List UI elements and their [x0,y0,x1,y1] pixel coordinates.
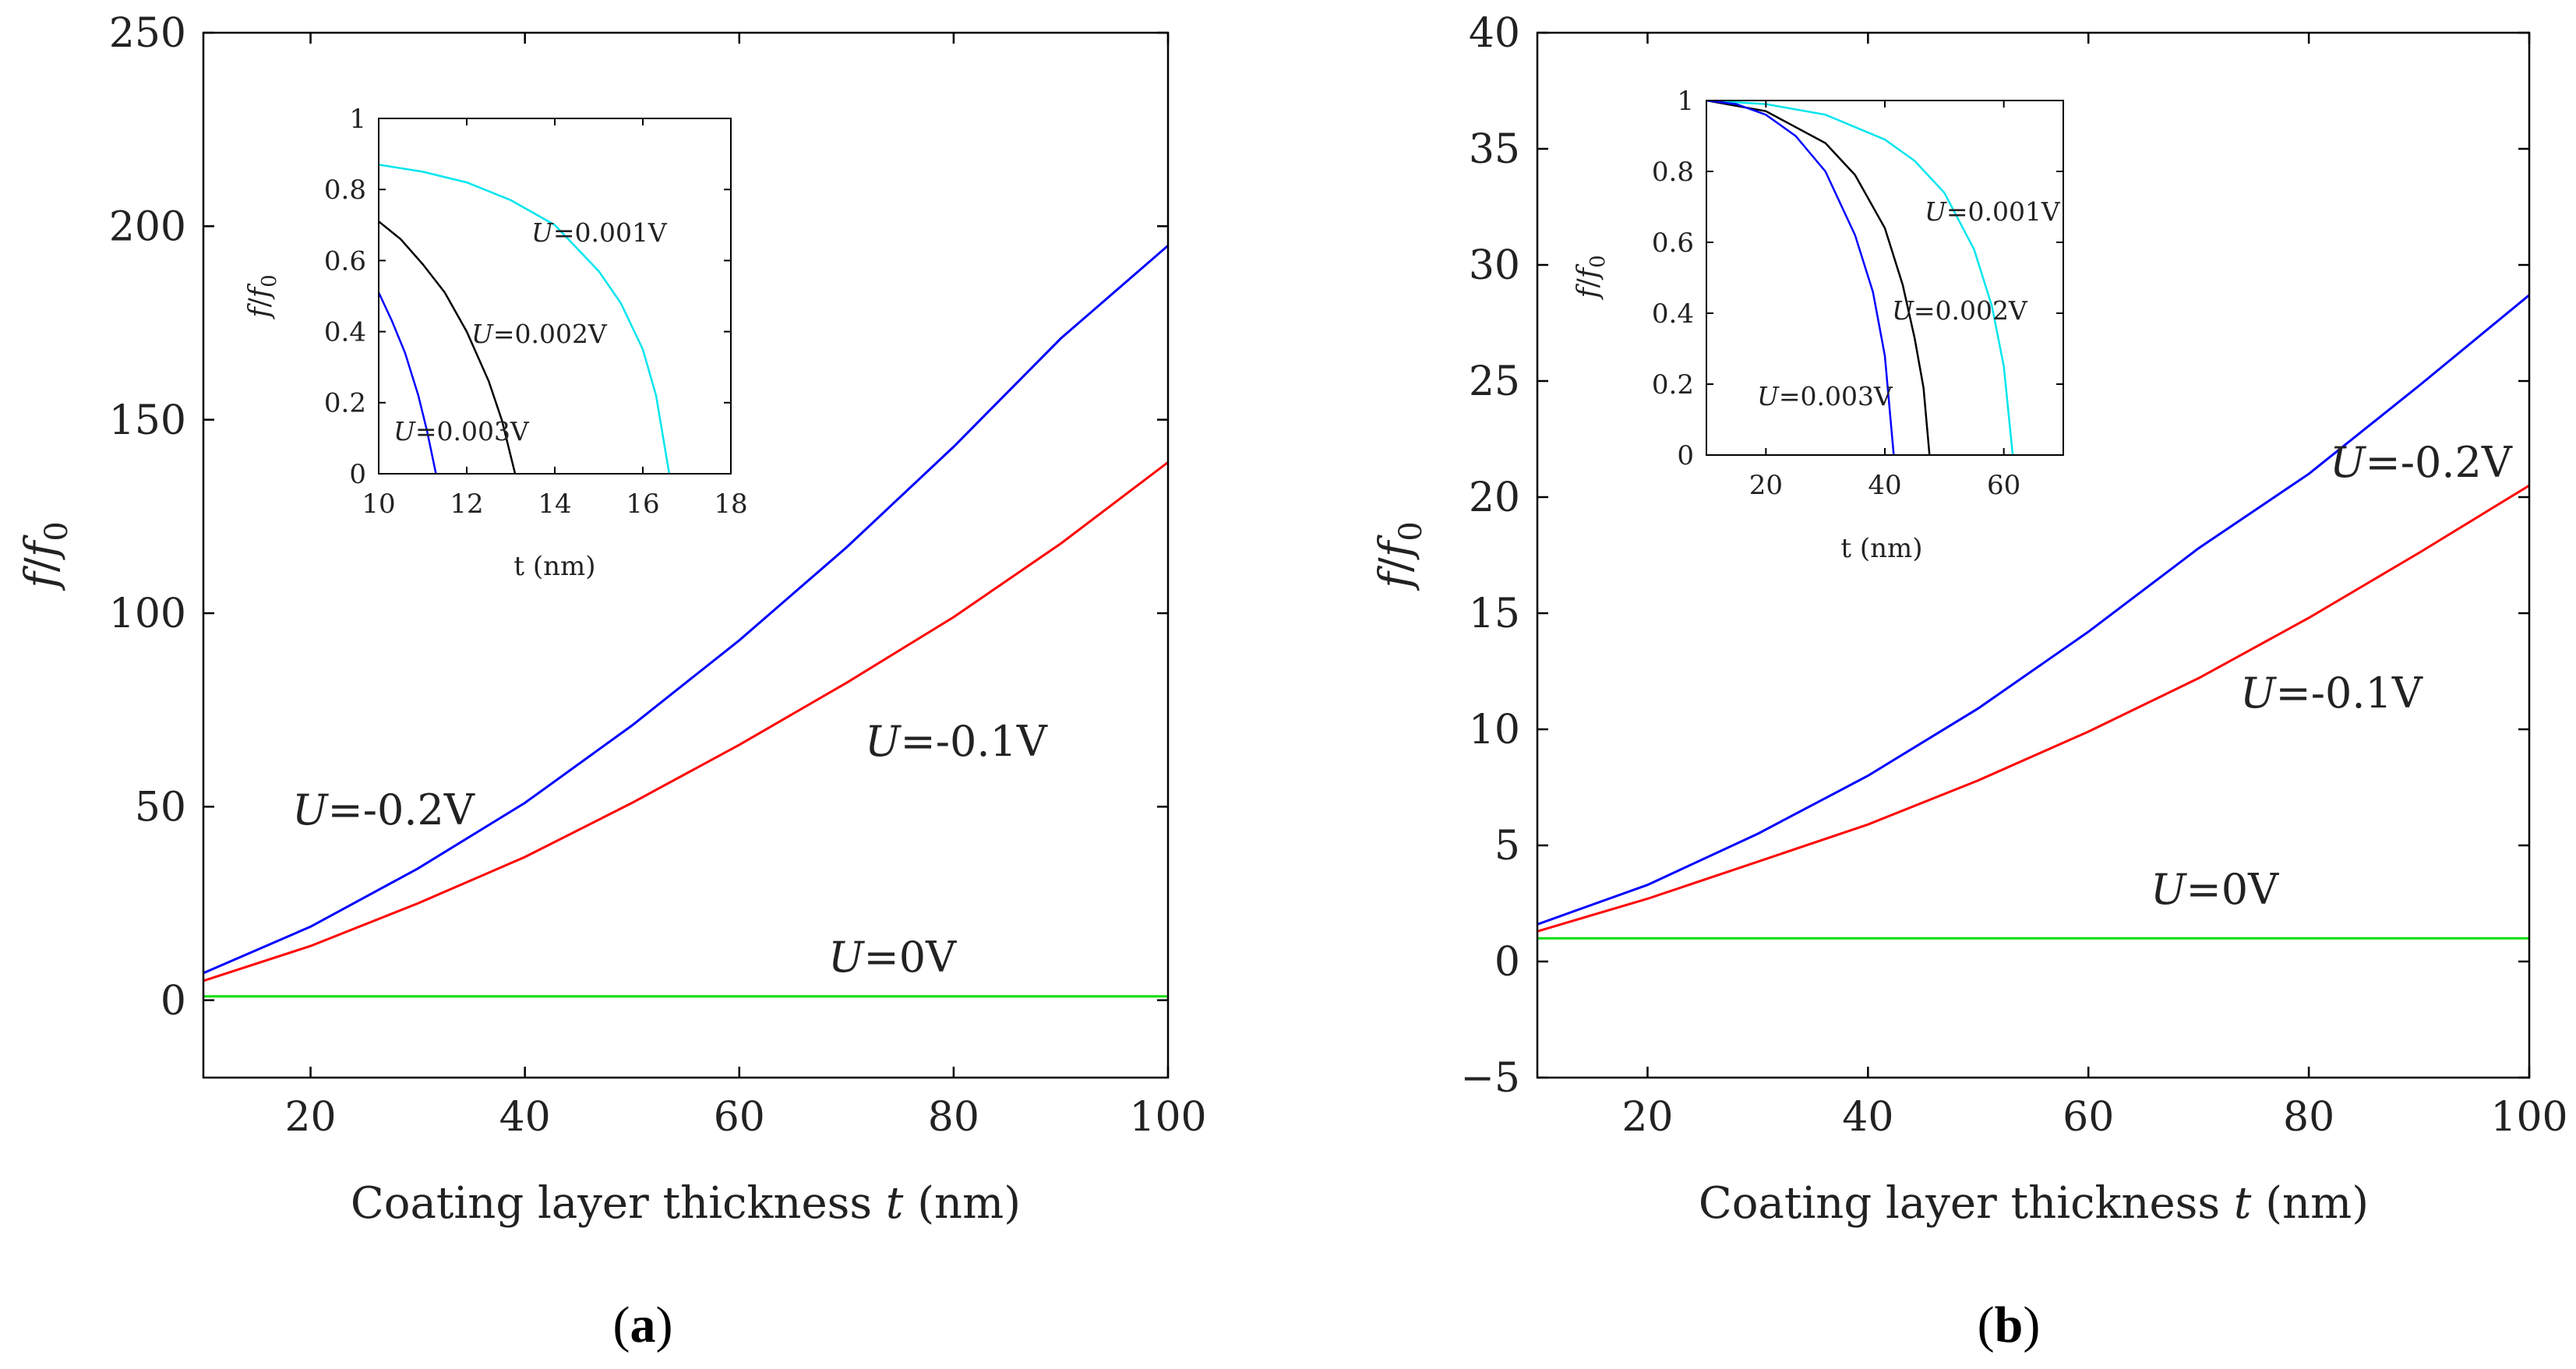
chart-a-xtick-label-5: 100 [1129,1094,1206,1141]
chart-a-annotation-2: U=-0.1V [865,717,1048,766]
chart-b-annotation-2: U=-0.1V [2240,669,2423,718]
chart-b-xtick-label-4: 80 [2283,1094,2334,1141]
chart-b-ytick-label-7: 25 [1469,358,1520,405]
chart-b-inset-series-line-3 [1706,101,1895,455]
chart-a-series-line-2 [203,461,1168,983]
chart-a-ylabel-text: f/f0 [16,521,75,591]
chart-a-inset-xtick-label-1: 10 [362,489,395,520]
chart-b-series [1537,294,2529,940]
chart-b-ytick-label-4: 10 [1469,707,1520,753]
chart-a-series-line-1 [203,245,1168,975]
chart-b-inset-ylabel: f/f0 [1572,255,1610,300]
chart-b-xtick-label-3: 60 [2063,1094,2114,1141]
chart-a-ytick-label-1: 0 [161,978,186,1025]
chart-a-ytick-label-4: 150 [109,397,186,444]
chart-a-inset-ytick-label-3: 0.4 [324,317,366,348]
chart-b-inset-annotation-2: U=0.002V [1892,295,2028,326]
chart-b-xtick-label-2: 40 [1842,1094,1893,1141]
chart-b-series-line-1 [1537,294,2529,926]
chart-a-inset-ylabel-text: f/f0 [244,274,281,319]
chart-b-ytick-label-5: 15 [1469,591,1520,637]
chart-b-inset-series-line-1 [1706,101,2014,455]
chart-b-ytick-label-9: 35 [1469,126,1520,173]
chart-b-inset-ytick-label-4: 0.6 [1652,228,1694,259]
panel-label-a: (a) [613,1297,673,1353]
chart-b-ytick-label-3: 5 [1494,823,1520,870]
chart-b-inset-xlabel: t (nm) [1840,533,1922,564]
chart-b-inset-series-line-2 [1706,101,1931,455]
chart-a-series [203,245,1168,998]
chart-b-inset: 20 40 60 0 0.2 0.4 0.6 0.8 1 t (nm) f/f0 U=0.001V U=… [1572,86,2064,564]
chart-b-axes-frame [1536,31,2531,1079]
chart-b-inset-plot-bg [1706,101,2063,455]
chart-b-inset-ytick-label-5: 0.8 [1652,157,1694,188]
chart-a-ytick-label-3: 100 [109,591,186,637]
chart-b-series-line-2 [1537,484,2529,933]
chart-b-ytick-label-8: 30 [1469,242,1520,289]
chart-a-ytick-label-2: 50 [135,785,186,831]
chart-b-inset-annotation-1: U=0.001V [1925,196,2061,227]
chart-a-inset: 10 12 14 16 18 0 0.2 0.4 0.6 0.8 1 t (nm) f/f0 U=0.00… [244,104,748,582]
chart-a-inset-plot-bg [379,118,731,474]
chart-a-inset-xtick-label-3: 14 [538,489,571,520]
chart-a-inset-xtick-label-2: 12 [450,489,483,520]
chart-a-inset-ytick-label-1: 0 [349,459,366,490]
chart-b-inset-ytick-label-6: 1 [1677,86,1694,117]
chart-a-inset-series-line-1 [379,164,671,474]
chart-b-ytick-label-1: −5 [1460,1055,1520,1102]
chart-a-xtick-label-4: 80 [928,1094,979,1141]
chart-a-inset-annotation-2: U=0.002V [471,319,608,349]
chart-a-xtick-label-2: 40 [499,1094,551,1141]
chart-a-xlabel: Coating layer thickness t (nm) [351,1178,1021,1229]
chart-b-inset-ylabel-text: f/f0 [1572,255,1610,300]
panel-label-b: (b) [1978,1297,2041,1353]
chart-b-inset-ytick-label-3: 0.4 [1652,298,1694,330]
chart-a-inset-annotation-1: U=0.001V [531,217,668,248]
chart-a-xtick-label-1: 20 [284,1094,336,1141]
chart-b-ytick-label-6: 20 [1469,475,1520,521]
chart-b-annotation-3: U=0V [2151,865,2279,914]
chart-b-xtick-label-5: 100 [2490,1094,2567,1141]
chart-b-ytick-label-10: 40 [1469,10,1520,57]
chart-b-ylabel: f/f0 [1371,521,1429,591]
chart-b-ytick-label-2: 0 [1494,939,1520,986]
chart-b-inset-xtick-label-1: 20 [1749,470,1783,501]
chart-b-inset-xtick-label-2: 40 [1868,470,1901,501]
chart-a-inset-ytick-label-4: 0.6 [324,245,366,277]
chart-b-inset-xtick-label-3: 60 [1987,470,2020,501]
chart-a-ylabel: f/f0 [16,521,75,591]
chart-a-inset-ytick-label-6: 1 [349,104,366,135]
chart-a-inset-ytick-label-5: 0.8 [324,175,366,206]
chart-b-inset-series [1706,101,2014,455]
chart-b-inset-ytick-label-1: 0 [1677,440,1694,471]
chart-b-annotation-1: U=-0.2V [2330,438,2513,487]
chart-b-xtick-label-1: 20 [1621,1094,1673,1141]
chart-a-ytick-label-5: 200 [109,204,186,251]
chart-a-inset-series [379,164,671,474]
chart-a-axes-frame [202,31,1170,1079]
chart-b-ylabel-text: f/f0 [1371,521,1429,591]
chart-a-inset-annotation-3: U=0.003V [393,416,530,446]
chart-b-xlabel: Coating layer thickness t (nm) [1699,1178,2369,1229]
chart-a-inset-xtick-label-5: 18 [714,489,747,520]
chart-a-inset-xlabel: t (nm) [513,551,595,582]
chart-a-ytick-label-6: 250 [109,10,186,57]
chart-b-inset-ytick-label-2: 0.2 [1652,369,1694,400]
chart-a-inset-ytick-label-2: 0.2 [324,388,366,419]
chart-a-annotation-1: U=-0.2V [292,785,475,834]
chart-b-inset-annotation-3: U=0.003V [1757,381,1893,411]
chart-a-inset-series-line-2 [379,221,517,474]
chart-a-inset-xtick-label-4: 16 [626,489,659,520]
chart-a-inset-ylabel: f/f0 [244,274,281,319]
chart-a-xtick-label-3: 60 [714,1094,765,1141]
chart-a-annotation-3: U=0V [828,933,957,982]
chart-a-inset-series-line-3 [379,291,437,474]
